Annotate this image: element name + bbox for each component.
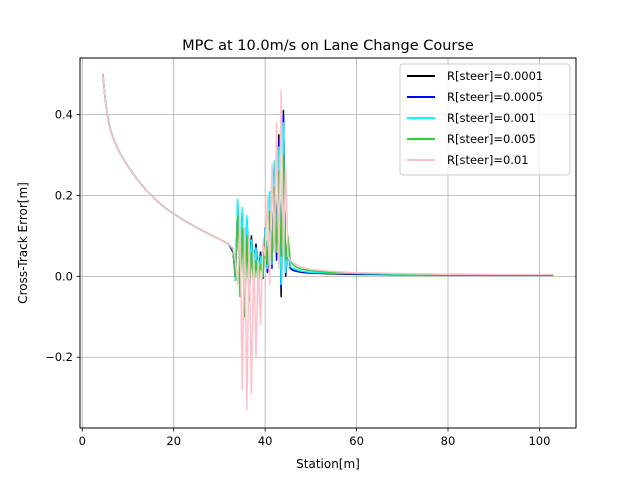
y-tick-label: 0.0	[55, 269, 73, 283]
legend-label: R[steer]=0.0001	[447, 69, 543, 83]
x-tick-label: 40	[258, 434, 273, 448]
x-tick-label: 80	[441, 434, 456, 448]
y-tick-label: 0.2	[55, 188, 73, 202]
legend: R[steer]=0.0001 R[steer]=0.0005 R[steer]=0…	[399, 63, 571, 176]
x-tick-label: 60	[349, 434, 364, 448]
y-tick-label: −0.2	[45, 350, 73, 364]
y-axis-label: Cross-Track Error[m]	[16, 182, 30, 304]
series-line-5	[102, 74, 554, 411]
chart-title: MPC at 10.0m/s on Lane Change Course	[182, 38, 474, 54]
x-tick-label: 20	[166, 434, 181, 448]
plot-frame	[79, 57, 577, 429]
y-tick-label: 0.4	[55, 108, 73, 122]
legend-label: R[steer]=0.001	[447, 111, 536, 125]
x-axis: 0 20 40 60 80 100	[79, 428, 550, 448]
legend-label: R[steer]=0.01	[447, 153, 529, 167]
series-lines	[102, 74, 554, 411]
legend-label: R[steer]=0.0005	[447, 90, 543, 104]
x-tick-label: 0	[79, 434, 86, 448]
legend-box	[399, 63, 571, 176]
y-axis: −0.2 0.0 0.2 0.4	[45, 108, 80, 364]
x-tick-label: 100	[528, 434, 550, 448]
legend-label: R[steer]=0.005	[447, 132, 536, 146]
x-axis-label: Station[m]	[296, 457, 360, 471]
